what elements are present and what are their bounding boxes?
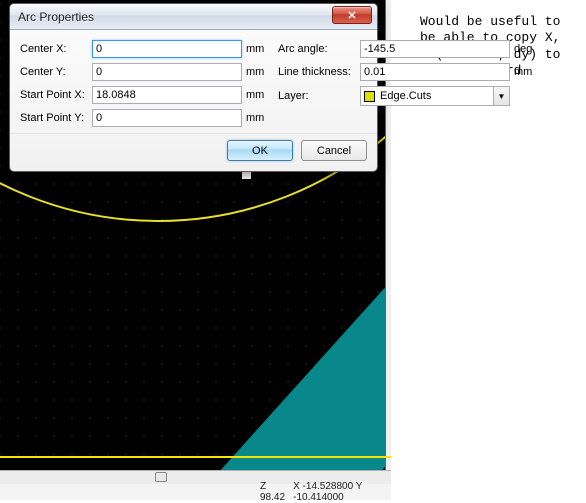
start-y-label: Start Point Y: <box>20 112 88 124</box>
close-icon: ✕ <box>347 9 356 22</box>
layer-value: Edge.Cuts <box>380 90 431 102</box>
arc-properties-dialog: Arc Properties ✕ Center X: mm Center Y: … <box>9 3 378 172</box>
dialog-title: Arc Properties <box>18 10 94 24</box>
start-x-input[interactable] <box>92 86 242 104</box>
unit-mm: mm <box>246 112 268 124</box>
dialog-titlebar[interactable]: Arc Properties ✕ <box>10 4 377 30</box>
ok-button[interactable]: OK <box>227 140 293 161</box>
unit-deg: deg <box>514 43 536 55</box>
start-x-label: Start Point X: <box>20 89 88 101</box>
ok-button-label: OK <box>252 145 268 157</box>
unit-mm: mm <box>246 89 268 101</box>
unit-mm: mm <box>246 43 268 55</box>
close-button[interactable]: ✕ <box>332 6 372 24</box>
arc-angle-input[interactable] <box>360 40 510 58</box>
cancel-button[interactable]: Cancel <box>301 140 367 161</box>
center-y-input[interactable] <box>92 63 242 81</box>
line-thickness-label: Line thickness: <box>278 66 356 78</box>
unit-mm: mm <box>514 66 536 78</box>
status-bar: Z 98.42 X -14.528800 Y -10.414000 <box>0 470 391 500</box>
chevron-down-icon: ▼ <box>493 87 509 105</box>
center-y-label: Center Y: <box>20 66 88 78</box>
highlight-strip <box>0 456 391 458</box>
layer-color-swatch <box>364 91 375 102</box>
arc-angle-label: Arc angle: <box>278 43 356 55</box>
unit-mm: mm <box>246 66 268 78</box>
cancel-button-label: Cancel <box>317 145 351 157</box>
horizontal-scrollbar-thumb[interactable] <box>155 472 167 482</box>
center-x-label: Center X: <box>20 43 88 55</box>
center-x-input[interactable] <box>92 40 242 58</box>
layer-dropdown[interactable]: Edge.Cuts ▼ <box>360 86 510 106</box>
start-y-input[interactable] <box>92 109 242 127</box>
layer-label: Layer: <box>278 90 356 102</box>
line-thickness-input[interactable] <box>360 63 510 81</box>
